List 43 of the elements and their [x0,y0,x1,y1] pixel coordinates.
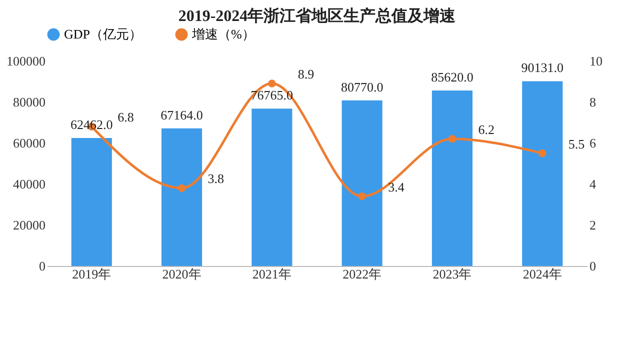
data-label: 8.9 [298,66,314,82]
bar [161,128,202,266]
x-tick-label: 2023年 [432,266,472,282]
bar [432,90,473,266]
point [178,184,186,192]
legend-label: GDP（亿元） [64,26,142,42]
y2-tick-label: 2 [590,218,596,232]
data-label: 80770.0 [340,79,384,94]
point [268,80,276,88]
point [358,192,366,200]
legend-label: 增速（%） [191,26,255,42]
x-tick-label: 2022年 [342,266,382,282]
bar [252,108,292,266]
y-tick-label: 20000 [13,218,46,232]
data-label: 62462.0 [70,116,113,132]
y-tick-label: 80000 [13,94,46,110]
data-label: 3.8 [208,171,224,186]
bar [342,100,382,266]
chart-title: 2019-2024年浙江省地区生产总值及增速 [178,7,457,25]
data-label: 85620.0 [431,69,474,84]
data-label: 5.5 [568,136,585,152]
x-tick-label: 2020年 [162,266,202,282]
y2-tick-label: 6 [590,136,596,150]
x-tick-label: 2019年 [72,266,112,282]
y2-tick-label: 0 [590,258,596,274]
data-label: 6.8 [118,110,134,125]
x-tick-label: 2024年 [522,266,562,282]
y-tick-label: 40000 [13,176,46,192]
data-label: 67164.0 [160,107,203,122]
data-label: 3.4 [388,179,405,194]
point [538,149,546,158]
y2-tick-label: 8 [590,94,596,110]
y-tick-label: 100000 [6,54,46,68]
point [448,135,456,143]
y2-tick-label: 4 [590,176,596,192]
bar [71,138,112,266]
y-tick-label: 0 [39,258,46,274]
data-label: 90131.0 [521,60,564,76]
y-tick-label: 60000 [13,136,46,150]
bar [522,81,563,266]
data-label: 6.2 [478,122,494,137]
y2-tick-label: 10 [590,54,602,68]
x-tick-label: 2021年 [252,266,292,282]
